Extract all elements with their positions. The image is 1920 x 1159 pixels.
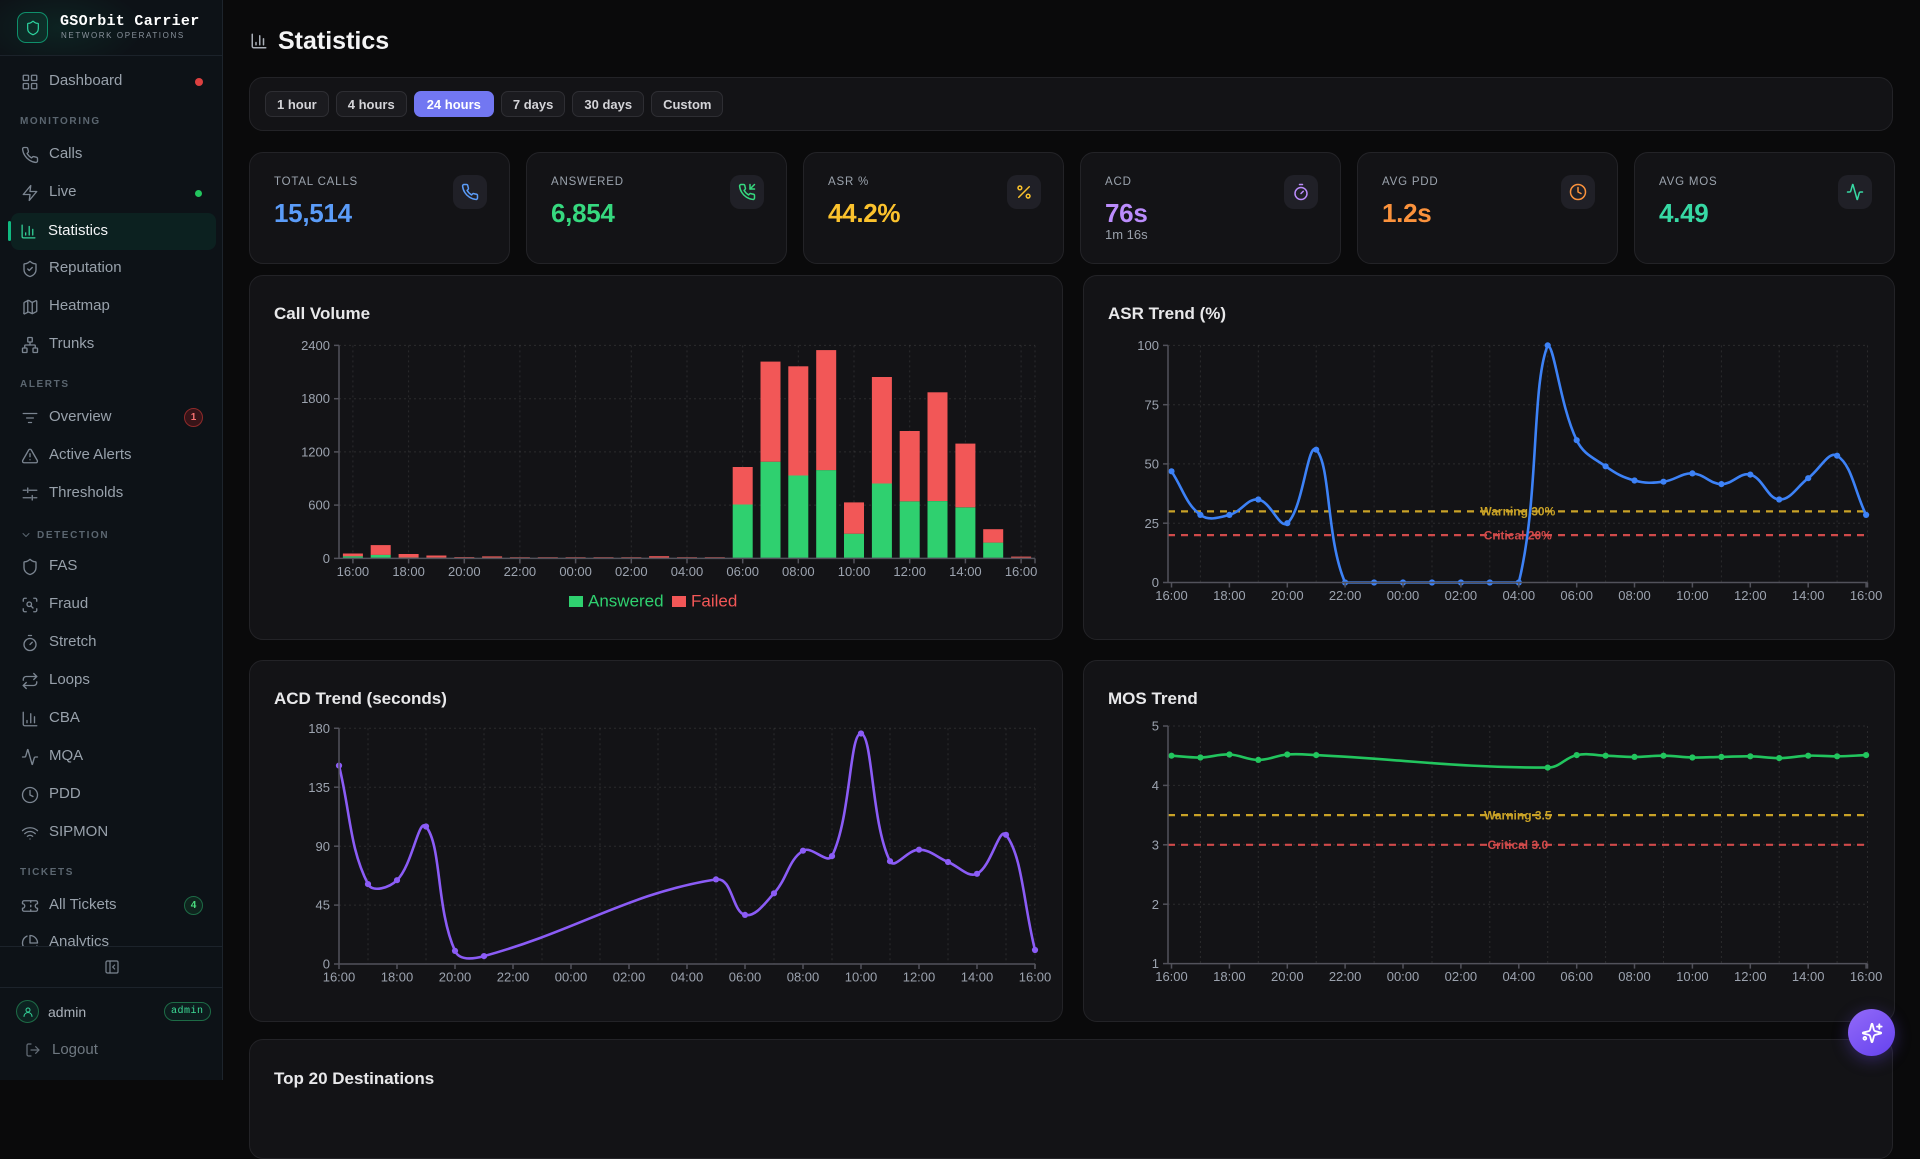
svg-text:Warning 3.5: Warning 3.5 bbox=[1484, 808, 1552, 822]
svg-text:22:00: 22:00 bbox=[1329, 969, 1362, 984]
svg-text:08:00: 08:00 bbox=[782, 564, 815, 579]
svg-text:00:00: 00:00 bbox=[1387, 588, 1420, 603]
svg-text:16:00: 16:00 bbox=[337, 564, 370, 579]
svg-text:20:00: 20:00 bbox=[448, 564, 481, 579]
svg-text:75: 75 bbox=[1145, 397, 1159, 412]
svg-text:600: 600 bbox=[308, 498, 330, 513]
svg-text:16:00: 16:00 bbox=[1850, 588, 1883, 603]
svg-text:04:00: 04:00 bbox=[671, 970, 704, 985]
svg-text:20:00: 20:00 bbox=[1271, 969, 1304, 984]
svg-text:1800: 1800 bbox=[301, 391, 330, 406]
svg-text:12:00: 12:00 bbox=[893, 564, 926, 579]
svg-text:06:00: 06:00 bbox=[726, 564, 759, 579]
svg-text:100: 100 bbox=[1137, 338, 1159, 353]
svg-text:06:00: 06:00 bbox=[1560, 588, 1593, 603]
svg-text:16:00: 16:00 bbox=[1019, 970, 1052, 985]
svg-text:14:00: 14:00 bbox=[949, 564, 982, 579]
svg-text:12:00: 12:00 bbox=[1734, 969, 1767, 984]
svg-text:0: 0 bbox=[1152, 575, 1159, 590]
svg-text:Critical 20%: Critical 20% bbox=[1484, 528, 1552, 542]
svg-text:08:00: 08:00 bbox=[1618, 969, 1651, 984]
svg-text:02:00: 02:00 bbox=[615, 564, 648, 579]
svg-text:16:00: 16:00 bbox=[1005, 564, 1038, 579]
svg-text:0: 0 bbox=[323, 957, 330, 972]
svg-text:18:00: 18:00 bbox=[381, 970, 414, 985]
svg-text:2: 2 bbox=[1152, 897, 1159, 912]
svg-text:08:00: 08:00 bbox=[1618, 588, 1651, 603]
svg-text:20:00: 20:00 bbox=[439, 970, 472, 985]
svg-text:45: 45 bbox=[316, 898, 330, 913]
svg-text:02:00: 02:00 bbox=[613, 970, 646, 985]
svg-text:04:00: 04:00 bbox=[1503, 588, 1536, 603]
svg-text:0: 0 bbox=[323, 551, 330, 566]
svg-text:06:00: 06:00 bbox=[729, 970, 762, 985]
svg-text:04:00: 04:00 bbox=[671, 564, 704, 579]
svg-text:18:00: 18:00 bbox=[392, 564, 425, 579]
svg-text:22:00: 22:00 bbox=[1329, 588, 1362, 603]
svg-text:90: 90 bbox=[316, 839, 330, 854]
svg-text:25: 25 bbox=[1145, 516, 1159, 531]
svg-text:14:00: 14:00 bbox=[961, 970, 994, 985]
svg-text:12:00: 12:00 bbox=[1734, 588, 1767, 603]
svg-text:22:00: 22:00 bbox=[497, 970, 530, 985]
svg-text:4: 4 bbox=[1152, 778, 1159, 793]
svg-text:2400: 2400 bbox=[301, 338, 330, 353]
svg-text:180: 180 bbox=[308, 721, 330, 736]
svg-text:18:00: 18:00 bbox=[1213, 969, 1246, 984]
svg-text:04:00: 04:00 bbox=[1503, 969, 1536, 984]
svg-text:10:00: 10:00 bbox=[838, 564, 871, 579]
svg-text:08:00: 08:00 bbox=[787, 970, 820, 985]
svg-text:10:00: 10:00 bbox=[1676, 969, 1709, 984]
svg-text:16:00: 16:00 bbox=[323, 970, 356, 985]
svg-text:1200: 1200 bbox=[301, 445, 330, 460]
svg-text:14:00: 14:00 bbox=[1792, 969, 1825, 984]
svg-text:14:00: 14:00 bbox=[1792, 588, 1825, 603]
svg-text:22:00: 22:00 bbox=[504, 564, 537, 579]
svg-text:10:00: 10:00 bbox=[1676, 588, 1709, 603]
svg-text:02:00: 02:00 bbox=[1445, 969, 1478, 984]
svg-text:Critical 3.0: Critical 3.0 bbox=[1487, 838, 1548, 852]
svg-text:16:00: 16:00 bbox=[1155, 969, 1188, 984]
svg-text:1: 1 bbox=[1152, 956, 1159, 971]
svg-text:12:00: 12:00 bbox=[903, 970, 936, 985]
svg-text:Failed: Failed bbox=[691, 592, 737, 611]
svg-text:50: 50 bbox=[1145, 457, 1159, 472]
svg-text:18:00: 18:00 bbox=[1213, 588, 1246, 603]
svg-text:00:00: 00:00 bbox=[555, 970, 588, 985]
svg-text:135: 135 bbox=[308, 780, 330, 795]
svg-text:5: 5 bbox=[1152, 719, 1159, 734]
svg-text:16:00: 16:00 bbox=[1850, 969, 1883, 984]
svg-text:02:00: 02:00 bbox=[1445, 588, 1478, 603]
svg-text:00:00: 00:00 bbox=[1387, 969, 1420, 984]
svg-text:10:00: 10:00 bbox=[845, 970, 878, 985]
svg-text:16:00: 16:00 bbox=[1155, 588, 1188, 603]
svg-text:20:00: 20:00 bbox=[1271, 588, 1304, 603]
svg-text:00:00: 00:00 bbox=[559, 564, 592, 579]
svg-text:06:00: 06:00 bbox=[1560, 969, 1593, 984]
svg-text:Warning 30%: Warning 30% bbox=[1480, 505, 1555, 519]
svg-text:Answered: Answered bbox=[588, 592, 664, 611]
svg-text:3: 3 bbox=[1152, 837, 1159, 852]
